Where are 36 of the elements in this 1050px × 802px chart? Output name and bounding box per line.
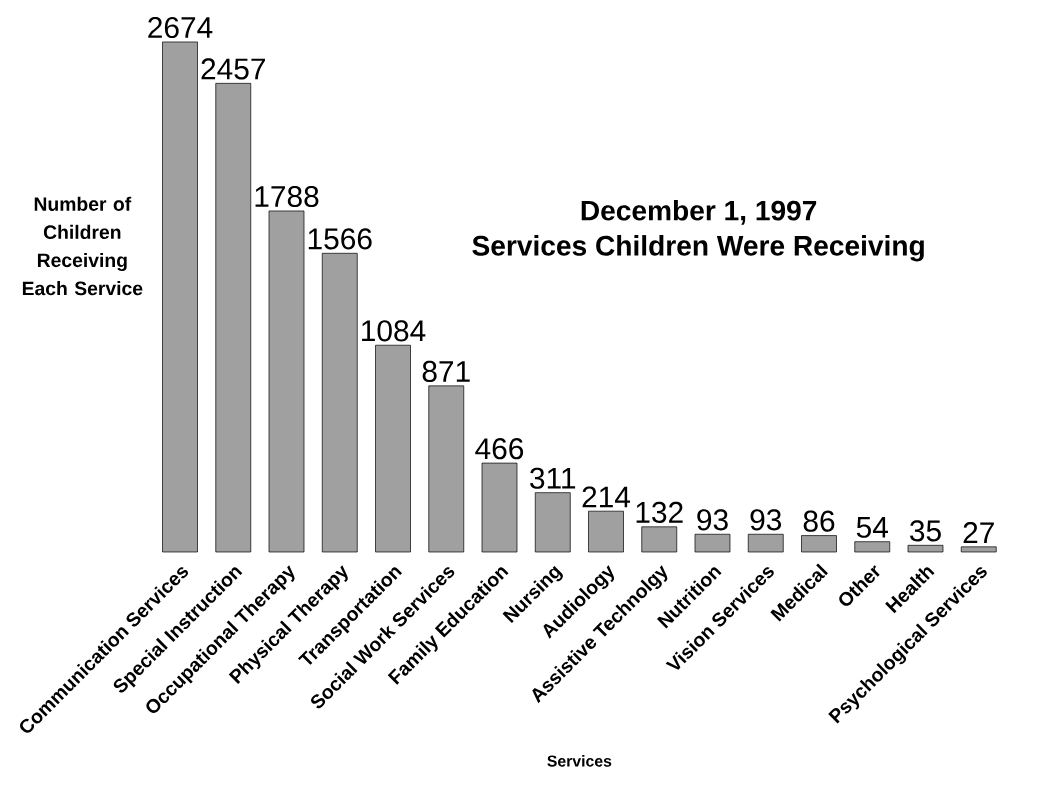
- data-label: 2457: [201, 58, 265, 80]
- bar: [907, 544, 944, 553]
- data-label: 214: [582, 486, 631, 508]
- data-label: 871: [422, 360, 470, 383]
- bar: [960, 546, 997, 553]
- data-label: 466: [475, 438, 524, 460]
- bar: [641, 526, 678, 553]
- bar: [162, 41, 198, 553]
- bar: [481, 462, 518, 553]
- data-label: 2674: [148, 16, 213, 39]
- data-label: 1788: [255, 185, 319, 208]
- bar: [694, 533, 731, 553]
- data-label: 1566: [308, 228, 372, 250]
- bar: [854, 541, 891, 553]
- data-label: 35: [910, 520, 941, 542]
- y-axis-title: Number of Children Receiving Each Service: [22, 196, 143, 296]
- data-label: 54: [856, 516, 888, 538]
- bar: [375, 344, 411, 553]
- data-label: 311: [530, 467, 576, 489]
- data-label: 93: [750, 509, 782, 531]
- bar: [215, 83, 252, 553]
- data-label: 27: [963, 522, 994, 543]
- bar: [801, 535, 837, 553]
- bar: [588, 510, 624, 553]
- text: Services Children Were Receiving: [472, 235, 924, 262]
- x-axis-title: Services: [547, 755, 612, 767]
- bar: [428, 385, 465, 553]
- data-label: 93: [697, 509, 728, 531]
- bar: [747, 533, 784, 553]
- data-label: 86: [803, 510, 835, 532]
- bar: [268, 210, 305, 553]
- bar: [321, 252, 358, 553]
- data-label: 132: [636, 501, 683, 523]
- data-label: 1084: [362, 320, 426, 342]
- bar: [534, 492, 571, 553]
- text: December 1, 1997: [581, 199, 817, 225]
